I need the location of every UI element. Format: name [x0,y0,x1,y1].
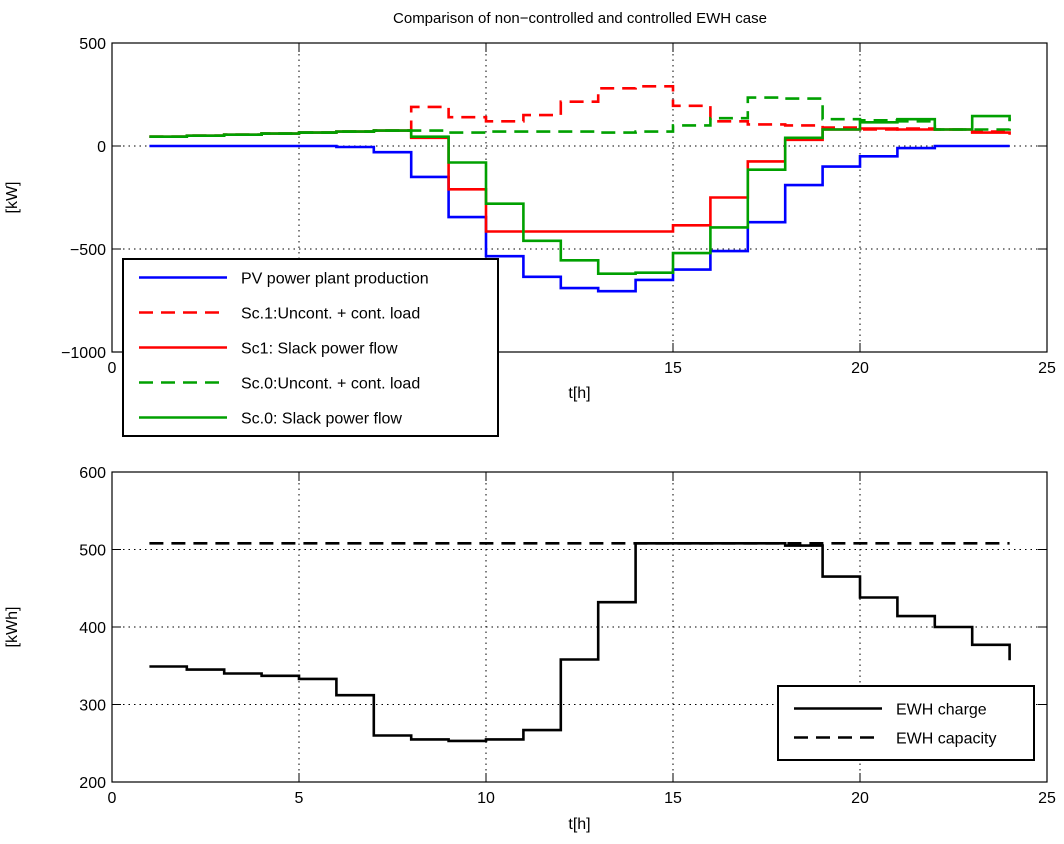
energy-chart: 0 5 10 15 20 25 200 300 400 500 600 t[h] [kWh] EWH… [4,465,1056,833]
power-chart: Comparison of non−controlled and control… [4,10,1056,437]
x-tick-label: 0 [108,790,117,807]
y-tick-label: 500 [79,36,106,53]
x-tick-label: 5 [295,790,304,807]
y-tick-label: 400 [79,620,106,637]
x-tick-label: 15 [664,360,682,377]
grid-lines [112,472,1047,782]
x-tick-label: 15 [664,790,682,807]
legend-label: EWH charge [896,702,987,719]
legend-box [777,685,1035,761]
y-tick-label: 500 [79,543,106,560]
axis-ticks: 0 5 10 15 20 25 200 300 400 500 600 [79,465,1056,807]
legend-label: EWH capacity [896,731,996,748]
series-line-1 [149,144,1010,293]
legend-label: Sc.1:Uncont. + cont. load [241,306,420,323]
y-axis-label: [kW] [4,182,21,214]
y-tick-label: −1000 [61,345,106,362]
legend-label: Sc1: Slack power flow [241,341,398,358]
x-tick-label: 25 [1038,790,1056,807]
legend: PV power plant production Sc.1:Uncont. + … [122,258,499,437]
series-line-5 [149,114,1011,275]
y-tick-label: 600 [79,465,106,482]
series-lines [149,542,1011,743]
y-tick-label: 0 [97,139,106,156]
chart-title: Comparison of non−controlled and control… [393,10,767,27]
y-tick-label: 200 [79,775,106,792]
legend-label: Sc.0:Uncont. + cont. load [241,376,420,393]
legend: EWH charge EWH capacity [777,685,1035,761]
x-tick-label: 10 [477,790,495,807]
x-tick-label: 25 [1038,360,1056,377]
x-tick-label: 20 [851,360,869,377]
series-line-4 [149,96,1011,138]
y-axis-label: [kWh] [4,607,21,648]
x-tick-label: 0 [108,360,117,377]
plot-frame [111,42,1048,353]
y-tick-label: 300 [79,698,106,715]
legend-label: Sc.0: Slack power flow [241,411,402,428]
x-tick-label: 20 [851,790,869,807]
legend-label: PV power plant production [241,271,429,288]
y-tick-label: −500 [70,242,106,259]
series-lines [149,85,1011,293]
x-axis-label: t[h] [568,816,590,833]
series-line-1 [149,542,1011,743]
x-axis-label: t[h] [568,385,590,402]
